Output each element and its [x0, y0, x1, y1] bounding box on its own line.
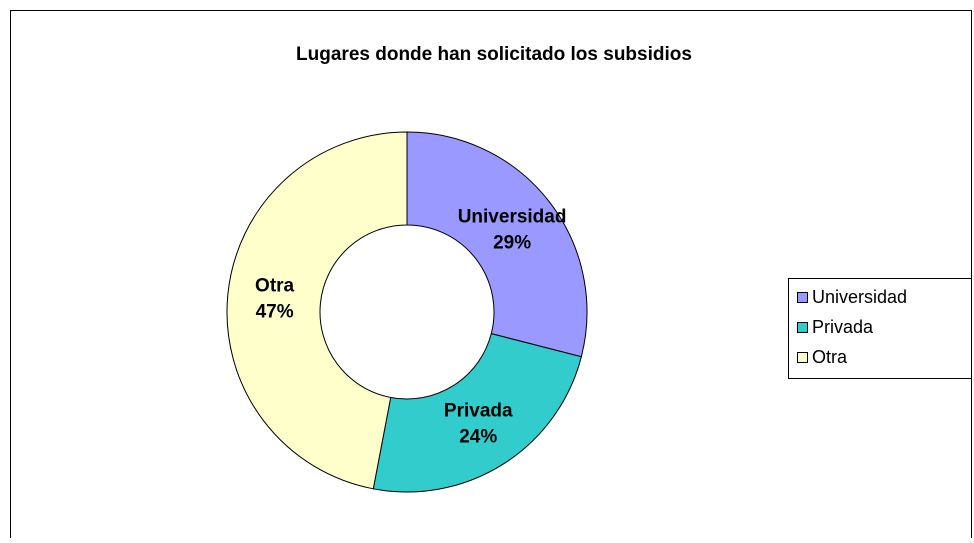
- donut-slice: [226, 131, 408, 490]
- legend-label: Otra: [812, 347, 848, 367]
- data-label-name: Privada: [444, 400, 513, 421]
- legend-box: [788, 278, 972, 379]
- data-label-value: 29%: [493, 232, 531, 253]
- data-label-name: Universidad: [458, 206, 567, 227]
- donut-slice: [406, 131, 588, 358]
- data-label-name: Otra: [255, 275, 295, 296]
- chart-title: Lugares donde han solicitado los subsidi…: [296, 44, 692, 65]
- legend-swatch: [797, 322, 808, 333]
- data-label-value: 47%: [256, 301, 294, 322]
- legend-label: Privada: [812, 317, 874, 337]
- legend-swatch: [797, 292, 808, 303]
- data-label-value: 24%: [459, 426, 497, 447]
- legend-label: Universidad: [812, 287, 907, 307]
- legend-swatch: [797, 352, 808, 363]
- donut-slice: [372, 333, 582, 493]
